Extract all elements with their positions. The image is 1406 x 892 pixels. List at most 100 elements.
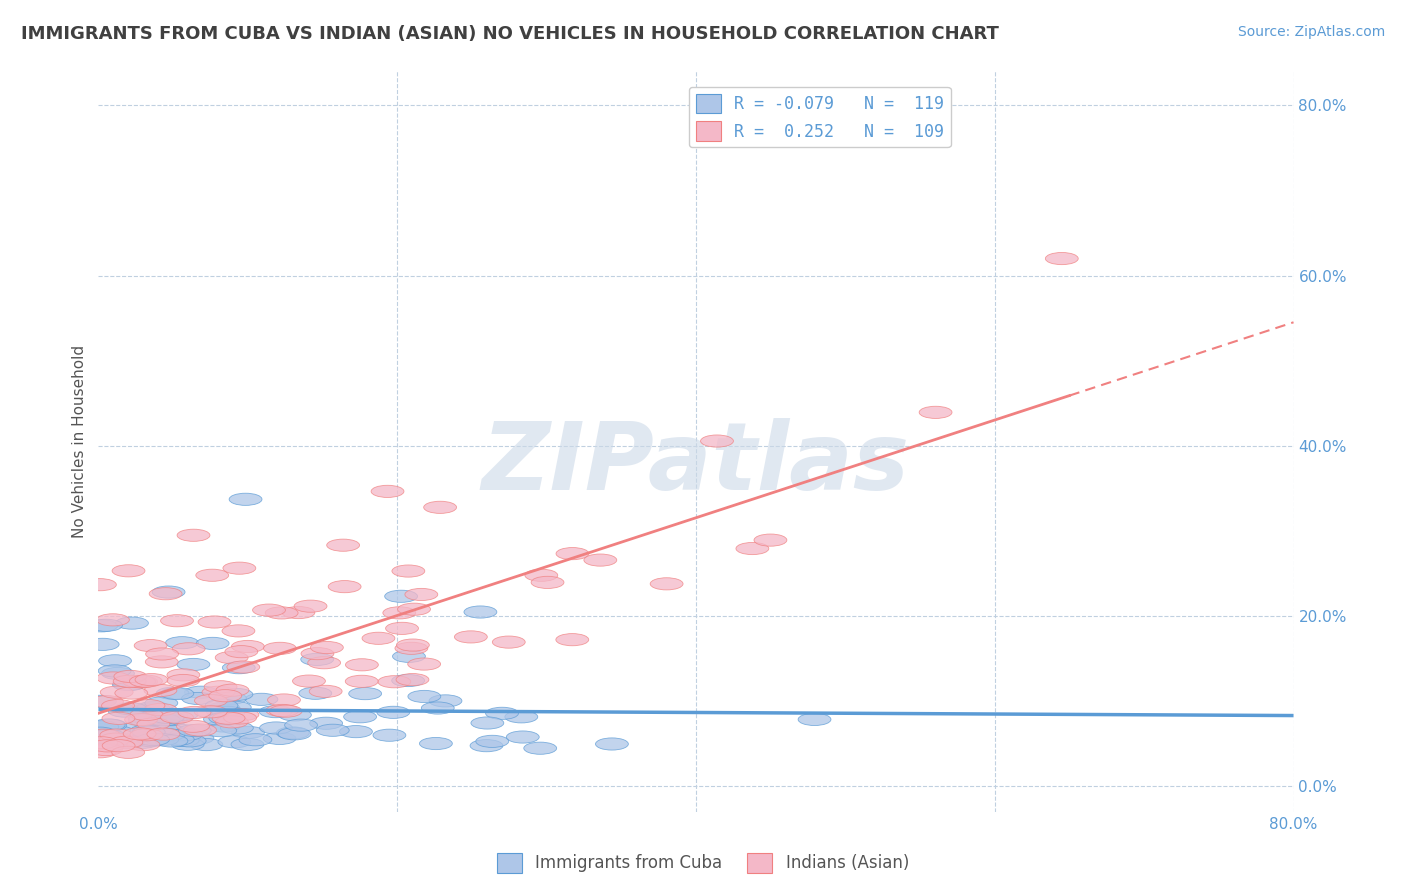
Ellipse shape	[149, 588, 181, 599]
Ellipse shape	[146, 648, 179, 660]
Ellipse shape	[132, 731, 165, 744]
Ellipse shape	[83, 727, 117, 739]
Ellipse shape	[152, 586, 186, 599]
Ellipse shape	[269, 705, 302, 717]
Ellipse shape	[349, 688, 381, 699]
Ellipse shape	[346, 675, 378, 688]
Ellipse shape	[100, 729, 132, 741]
Ellipse shape	[91, 739, 124, 752]
Ellipse shape	[86, 721, 118, 733]
Ellipse shape	[392, 565, 425, 577]
Ellipse shape	[422, 702, 454, 714]
Ellipse shape	[266, 607, 298, 619]
Ellipse shape	[127, 739, 160, 751]
Ellipse shape	[155, 709, 188, 722]
Ellipse shape	[128, 711, 160, 723]
Ellipse shape	[419, 738, 453, 749]
Ellipse shape	[204, 724, 236, 737]
Ellipse shape	[301, 648, 333, 660]
Ellipse shape	[382, 607, 416, 619]
Ellipse shape	[232, 640, 264, 653]
Ellipse shape	[114, 675, 146, 688]
Ellipse shape	[555, 633, 589, 646]
Ellipse shape	[524, 742, 557, 755]
Ellipse shape	[84, 737, 118, 749]
Ellipse shape	[207, 720, 240, 732]
Ellipse shape	[122, 675, 156, 688]
Ellipse shape	[204, 714, 236, 725]
Ellipse shape	[423, 501, 457, 514]
Ellipse shape	[217, 684, 249, 697]
Ellipse shape	[392, 650, 426, 663]
Ellipse shape	[156, 687, 188, 699]
Ellipse shape	[221, 722, 253, 734]
Ellipse shape	[485, 707, 519, 720]
Ellipse shape	[583, 554, 617, 566]
Ellipse shape	[94, 719, 127, 731]
Ellipse shape	[398, 603, 430, 615]
Legend: Immigrants from Cuba, Indians (Asian): Immigrants from Cuba, Indians (Asian)	[491, 847, 915, 880]
Ellipse shape	[197, 637, 229, 649]
Ellipse shape	[165, 708, 198, 721]
Ellipse shape	[215, 651, 247, 664]
Ellipse shape	[301, 653, 333, 665]
Ellipse shape	[263, 642, 297, 655]
Ellipse shape	[83, 579, 117, 591]
Ellipse shape	[177, 720, 209, 732]
Ellipse shape	[224, 562, 256, 574]
Ellipse shape	[259, 706, 292, 718]
Ellipse shape	[299, 687, 332, 699]
Ellipse shape	[127, 705, 160, 716]
Ellipse shape	[278, 728, 311, 739]
Ellipse shape	[198, 615, 231, 628]
Ellipse shape	[89, 731, 121, 744]
Ellipse shape	[309, 717, 343, 730]
Ellipse shape	[129, 675, 162, 687]
Ellipse shape	[735, 542, 769, 555]
Legend: R = -0.079   N =  119, R =  0.252   N =  109: R = -0.079 N = 119, R = 0.252 N = 109	[689, 87, 950, 147]
Ellipse shape	[177, 529, 209, 541]
Ellipse shape	[1046, 252, 1078, 265]
Ellipse shape	[385, 591, 418, 602]
Ellipse shape	[112, 747, 145, 758]
Ellipse shape	[101, 726, 135, 739]
Ellipse shape	[650, 578, 683, 590]
Ellipse shape	[134, 640, 167, 652]
Ellipse shape	[232, 726, 264, 739]
Ellipse shape	[408, 690, 440, 703]
Ellipse shape	[454, 631, 488, 643]
Ellipse shape	[101, 667, 135, 680]
Ellipse shape	[124, 721, 156, 732]
Ellipse shape	[492, 636, 526, 648]
Ellipse shape	[87, 729, 121, 741]
Ellipse shape	[145, 704, 177, 715]
Ellipse shape	[283, 607, 315, 619]
Ellipse shape	[111, 737, 143, 748]
Ellipse shape	[475, 735, 509, 747]
Ellipse shape	[125, 736, 159, 748]
Ellipse shape	[754, 534, 787, 546]
Ellipse shape	[184, 686, 218, 698]
Ellipse shape	[150, 724, 184, 736]
Ellipse shape	[146, 733, 179, 746]
Ellipse shape	[135, 673, 167, 686]
Ellipse shape	[222, 662, 256, 673]
Ellipse shape	[166, 637, 198, 648]
Ellipse shape	[152, 711, 184, 723]
Ellipse shape	[145, 656, 179, 668]
Ellipse shape	[179, 724, 211, 737]
Ellipse shape	[105, 735, 138, 747]
Ellipse shape	[184, 724, 217, 736]
Ellipse shape	[155, 714, 187, 726]
Ellipse shape	[136, 733, 170, 746]
Ellipse shape	[506, 731, 540, 743]
Ellipse shape	[87, 733, 120, 745]
Ellipse shape	[194, 695, 228, 706]
Ellipse shape	[392, 674, 425, 687]
Ellipse shape	[114, 703, 146, 714]
Ellipse shape	[143, 684, 177, 697]
Ellipse shape	[212, 706, 245, 719]
Ellipse shape	[470, 739, 503, 752]
Ellipse shape	[166, 734, 200, 747]
Ellipse shape	[395, 642, 427, 655]
